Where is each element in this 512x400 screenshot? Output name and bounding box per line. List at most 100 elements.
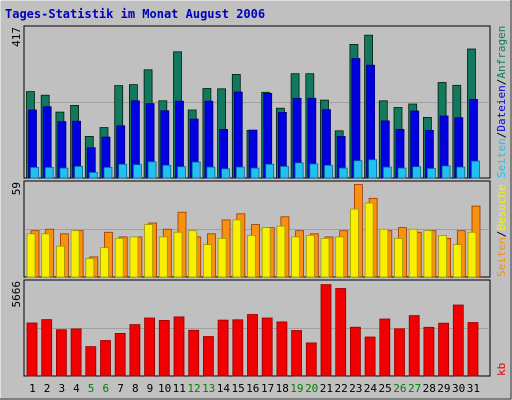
- bar-files: [351, 58, 361, 179]
- x-tick-label: 25: [378, 382, 391, 395]
- bar-sites: [217, 237, 227, 278]
- bar-sites: [85, 258, 95, 278]
- x-tick-label: 22: [334, 382, 347, 395]
- x-tick-label: 19: [290, 382, 303, 395]
- x-tick-label: 5: [88, 382, 95, 395]
- x-tick-label: 4: [73, 382, 80, 395]
- bar-sites: [158, 236, 168, 278]
- bar-sites: [202, 244, 212, 278]
- x-tick-label: 13: [202, 382, 215, 395]
- bar-pages: [177, 166, 186, 179]
- x-tick-label: 10: [158, 382, 171, 395]
- bar-kbytes: [129, 324, 141, 377]
- x-tick-label: 23: [349, 382, 362, 395]
- x-tick-label: 14: [217, 382, 231, 395]
- bar-sites: [438, 234, 448, 278]
- bar-kbytes: [349, 326, 361, 377]
- bar-pages: [353, 160, 363, 179]
- bar-kbytes: [467, 322, 479, 377]
- bar-kbytes: [232, 319, 244, 377]
- bar-sites: [276, 225, 286, 278]
- bar-kbytes: [305, 342, 317, 377]
- bar-pages: [118, 163, 128, 179]
- bar-kbytes: [85, 346, 97, 377]
- bar-kbytes: [158, 319, 170, 377]
- bar-kbytes: [217, 319, 229, 377]
- bars-layer: [24, 34, 490, 377]
- x-tick-label: 16: [246, 382, 259, 395]
- bar-pages: [74, 165, 83, 179]
- bar-pages: [412, 166, 422, 179]
- x-tick-label: 18: [276, 382, 289, 395]
- bar-sites: [291, 236, 301, 278]
- bottom-y-max-label: 5666: [10, 281, 23, 308]
- x-tick-label: 21: [320, 382, 333, 395]
- bar-sites: [261, 227, 271, 278]
- bar-kbytes: [408, 315, 420, 377]
- bar-pages: [103, 166, 113, 179]
- bar-sites: [100, 247, 109, 278]
- bar-pages: [235, 166, 245, 179]
- bar-sites: [452, 244, 462, 278]
- middle-legend: Seiten/Besuche: [495, 184, 508, 277]
- bar-sites: [56, 245, 65, 278]
- bar-pages: [441, 165, 451, 179]
- legend-seiten-top: Seiten: [495, 138, 508, 178]
- bar-sites: [70, 230, 80, 278]
- x-tick-label: 28: [423, 382, 436, 395]
- bar-pages: [265, 163, 275, 179]
- x-tick-label: 8: [132, 382, 139, 395]
- legend-anfragen: Anfragen: [495, 26, 508, 79]
- bar-kbytes: [452, 304, 464, 377]
- x-tick-label: 2: [44, 382, 51, 395]
- bar-pages: [44, 166, 54, 179]
- bar-kbytes: [202, 336, 214, 377]
- x-tick-label: 31: [467, 382, 480, 395]
- bar-sites: [144, 224, 154, 278]
- bar-sites: [423, 230, 433, 278]
- bar-sites: [408, 228, 418, 278]
- bar-pages: [279, 165, 289, 179]
- bar-kbytes: [144, 317, 156, 377]
- bar-sites: [467, 231, 477, 278]
- bar-sites: [114, 237, 124, 278]
- bar-pages: [324, 164, 333, 179]
- bar-kbytes: [247, 314, 258, 377]
- bar-kbytes: [26, 322, 38, 377]
- legend-separator: /: [495, 79, 508, 86]
- bar-pages: [132, 164, 142, 179]
- bar-kbytes: [320, 284, 332, 377]
- x-tick-label: 24: [364, 382, 378, 395]
- legend-dateien: Dateien: [495, 85, 508, 131]
- legend-besuche: Besuche: [495, 184, 508, 230]
- bar-kbytes: [261, 317, 273, 377]
- bar-kbytes: [438, 322, 450, 377]
- bar-pages: [338, 167, 348, 179]
- bar-pages: [147, 161, 157, 179]
- bar-pages: [456, 166, 466, 179]
- top-legend: Seiten/Dateien/Anfragen: [495, 26, 508, 178]
- bar-sites: [26, 233, 36, 278]
- bar-sites: [320, 237, 330, 278]
- bar-sites: [305, 234, 315, 278]
- x-tick-label: 27: [408, 382, 421, 395]
- bar-sites: [247, 234, 256, 278]
- bar-kbytes: [100, 340, 111, 377]
- bar-kbytes: [291, 330, 303, 377]
- top-y-max-label: 417: [10, 27, 23, 47]
- x-tick-label: 17: [261, 382, 274, 395]
- bar-files: [204, 100, 214, 179]
- bar-sites: [129, 236, 139, 278]
- bar-pages: [191, 161, 201, 179]
- bar-pages: [88, 171, 98, 179]
- bar-pages: [426, 168, 436, 179]
- x-tick-label: 29: [437, 382, 450, 395]
- bar-sites: [349, 208, 359, 278]
- bar-kbytes: [114, 332, 126, 377]
- bar-pages: [397, 167, 407, 179]
- bar-sites: [173, 231, 183, 278]
- bar-sites: [364, 202, 374, 278]
- bar-sites: [41, 233, 51, 278]
- x-tick-label: 26: [393, 382, 406, 395]
